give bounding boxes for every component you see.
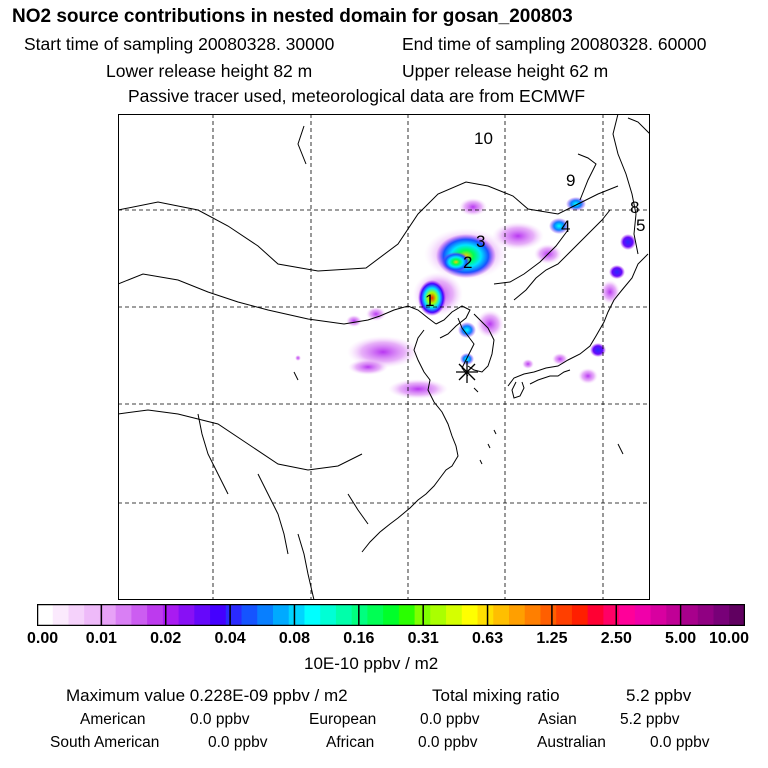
total-mixing-ratio-label: Total mixing ratio	[432, 686, 560, 705]
lower-release-height: Lower release height 82 m	[106, 61, 313, 81]
color-scale-cell	[634, 604, 652, 626]
color-scale-cell	[351, 604, 368, 626]
start-time: Start time of sampling 20080328. 30000	[24, 34, 335, 54]
color-scale-tick-label: 0.01	[85, 630, 117, 647]
color-scale-tick-label: 0.16	[343, 630, 375, 647]
color-scale-cell	[477, 604, 494, 626]
color-scale-cell	[367, 604, 384, 626]
color-scale-cell	[257, 604, 274, 626]
color-scale-cell	[430, 604, 447, 626]
region-european-label: European	[309, 711, 377, 728]
source-label-5: 5	[636, 216, 645, 235]
color-scale-cell	[571, 604, 589, 626]
color-scale-cell	[493, 604, 510, 626]
color-scale-cell	[273, 604, 290, 626]
region-asian-value: 5.2 ppbv	[620, 711, 680, 728]
color-scale-cell	[241, 604, 258, 626]
source-label-3: 3	[476, 232, 485, 251]
color-scale-cell	[288, 604, 306, 626]
source-contribution-map: 1 2 3 4 5 8 9 10	[118, 114, 650, 600]
color-scale-cell	[304, 604, 321, 626]
color-scale-cell	[446, 604, 463, 626]
region-african-label: African	[326, 734, 375, 751]
color-scale-cell	[320, 604, 337, 626]
color-scale-unit: 10E-10 ppbv / m2	[304, 654, 439, 673]
source-label-8: 8	[630, 198, 639, 217]
color-scale-cell	[524, 604, 542, 626]
region-american-label: American	[80, 711, 146, 728]
source-label-2: 2	[463, 253, 472, 272]
page-title: NO2 source contributions in nested domai…	[12, 6, 573, 27]
color-scale-cell	[37, 604, 54, 626]
end-time: End time of sampling 20080328. 60000	[402, 34, 707, 54]
color-scale-cell	[603, 604, 620, 626]
source-label-10: 10	[474, 129, 493, 148]
color-scale-cell	[210, 604, 227, 626]
color-scale-cell	[194, 604, 211, 626]
color-scale-tick-label: 0.08	[278, 630, 311, 647]
concentration-plumes	[295, 197, 636, 399]
region-south-american-label: South American	[50, 734, 160, 751]
maximum-value: Maximum value 0.228E-09 ppbv / m2	[66, 686, 348, 705]
color-scale-cell	[729, 604, 745, 626]
color-scale-cell	[84, 604, 101, 626]
coastlines	[118, 114, 650, 600]
region-asian-label: Asian	[538, 711, 577, 728]
color-scale-tick-label: 0.31	[407, 630, 439, 647]
color-scale-cell	[131, 604, 148, 626]
color-scale-cell	[540, 604, 557, 626]
color-scale-cell	[556, 604, 573, 626]
color-scale-tick-label: 2.50	[600, 630, 632, 647]
region-african-value: 0.0 ppbv	[418, 734, 478, 751]
color-scale-tick-label: 0.00	[27, 630, 59, 647]
color-scale-cell	[666, 604, 683, 626]
star-marker	[456, 361, 478, 383]
color-scale-cell	[682, 604, 699, 626]
color-scale-tick-label: 0.63	[471, 630, 504, 647]
region-australian-label: Australian	[537, 734, 606, 751]
color-scale-cell	[52, 604, 70, 626]
color-scale-cell	[619, 604, 636, 626]
color-scale-cell	[461, 604, 479, 626]
color-scale-cell	[509, 604, 526, 626]
region-south-american-value: 0.0 ppbv	[208, 734, 268, 751]
source-label-9: 9	[566, 171, 575, 190]
color-scale-cell	[162, 604, 180, 626]
color-scale-cell	[398, 604, 416, 626]
color-scale-tick-label: 0.02	[150, 630, 182, 647]
color-scale-cell	[68, 604, 85, 626]
color-scale-cell	[115, 604, 132, 626]
tracer-note: Passive tracer used, meteorological data…	[128, 86, 586, 106]
color-scale-cell	[225, 604, 243, 626]
color-scale-tick-label: 0.04	[214, 630, 246, 647]
color-scale-tick-label: 5.00	[665, 630, 697, 647]
source-label-1: 1	[425, 291, 434, 310]
color-scale-cell	[147, 604, 164, 626]
source-label-4: 4	[561, 217, 570, 236]
color-scale-cell	[650, 604, 667, 626]
color-scale-tick-label: 1.25	[536, 630, 568, 647]
graticule	[118, 114, 650, 600]
color-scale-cell	[335, 604, 353, 626]
color-scale-cell	[587, 604, 604, 626]
color-scale-cell	[383, 604, 400, 626]
color-scale-cell	[99, 604, 117, 626]
region-european-value: 0.0 ppbv	[420, 711, 480, 728]
upper-release-height: Upper release height 62 m	[402, 61, 609, 81]
color-scale-bar	[37, 604, 745, 626]
color-scale-cell	[713, 604, 730, 626]
region-australian-value: 0.0 ppbv	[650, 734, 710, 751]
color-scale-cell	[697, 604, 715, 626]
color-scale-tick-label: 10.00	[709, 630, 750, 647]
region-american-value: 0.0 ppbv	[190, 711, 250, 728]
total-mixing-ratio-value: 5.2 ppbv	[626, 686, 692, 705]
color-scale-cell	[178, 604, 195, 626]
